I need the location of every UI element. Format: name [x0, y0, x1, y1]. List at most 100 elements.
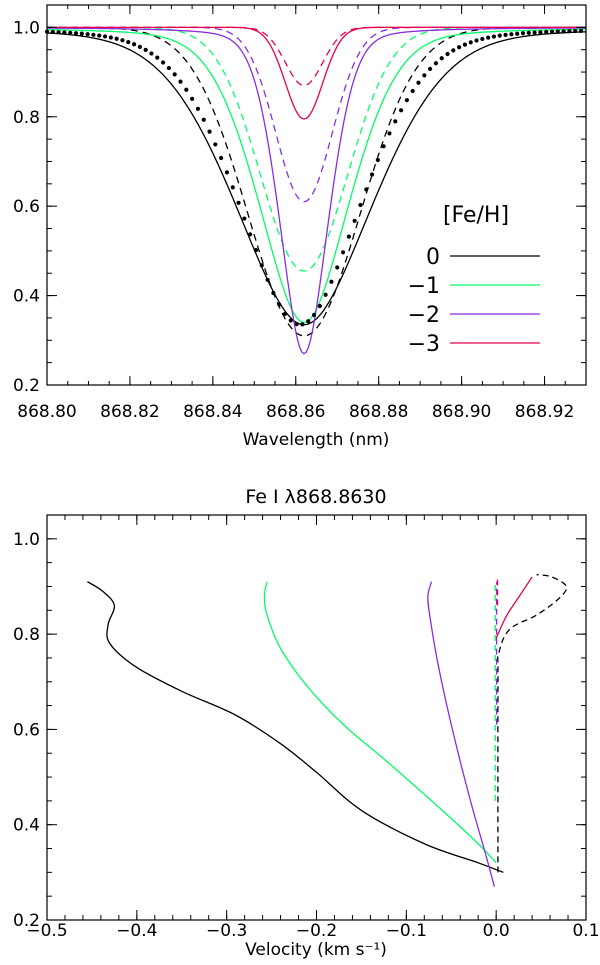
- top-x-axis-title: Wavelength (nm): [243, 430, 390, 450]
- bisector-series-3-solid: [495, 576, 533, 640]
- observed-point: [288, 318, 293, 323]
- top-y-tick-label: 1.0: [13, 18, 40, 38]
- observed-point: [573, 28, 578, 34]
- observed-point: [311, 312, 317, 318]
- observed-point: [422, 73, 427, 78]
- bisector-series-1-solid: [263, 581, 497, 864]
- legend-label-2: −2: [408, 303, 440, 328]
- observed-point: [108, 35, 113, 40]
- observed-point: [97, 33, 102, 38]
- legend-label-1: −1: [408, 274, 440, 299]
- observed-point: [230, 185, 235, 190]
- observed-point: [236, 200, 241, 205]
- observed-point: [131, 42, 137, 47]
- observed-point: [457, 45, 462, 50]
- observed-point: [300, 322, 305, 327]
- observed-point: [561, 29, 566, 34]
- observed-point: [393, 119, 398, 124]
- observed-point: [538, 30, 543, 35]
- observed-point: [398, 108, 404, 113]
- observed-profile-points: [44, 28, 584, 327]
- observed-point: [445, 51, 450, 57]
- observed-point: [578, 28, 584, 33]
- bottom-x-tick-label: −0.2: [296, 921, 337, 941]
- observed-point: [184, 87, 189, 92]
- observed-point: [79, 31, 84, 36]
- observed-point: [248, 232, 253, 237]
- observed-point: [526, 30, 531, 35]
- observed-point: [480, 36, 485, 42]
- observed-point: [166, 65, 171, 71]
- bottom-x-tick-label: −0.1: [386, 921, 427, 941]
- observed-point: [549, 29, 555, 34]
- observed-point: [242, 216, 247, 221]
- bottom-x-axis-title: Velocity (km s⁻¹): [245, 940, 387, 960]
- observed-point: [50, 29, 55, 35]
- observed-point: [346, 234, 351, 239]
- bottom-x-tick-label: −0.4: [116, 921, 157, 941]
- bottom-x-tick-label: −0.5: [26, 921, 67, 941]
- observed-point: [277, 302, 282, 307]
- observed-point: [91, 32, 96, 37]
- velocity-panel: Fe I λ868.8630 −0.5 −0.4 −0.3 −0.2 −0.1 0.0 0.…: [13, 486, 600, 960]
- profile-series-4-solid: [46, 27, 587, 355]
- top-y-tick-label: 0.6: [13, 197, 40, 217]
- bottom-y-tick-label: 0.4: [13, 816, 40, 836]
- legend-label-3: −3: [408, 332, 440, 357]
- top-y-tick-label: 0.8: [13, 108, 40, 128]
- bottom-x-tick-label: 0.0: [483, 921, 510, 941]
- observed-point: [416, 80, 421, 85]
- bisector-series-2-solid: [427, 581, 495, 887]
- observed-point: [439, 56, 444, 61]
- observed-point: [207, 129, 212, 134]
- observed-point: [282, 311, 288, 316]
- bottom-x-tick-label: 0.1: [572, 921, 599, 941]
- observed-point: [410, 88, 415, 94]
- observed-point: [381, 144, 386, 149]
- observed-point: [120, 38, 125, 43]
- observed-point: [137, 44, 142, 49]
- bottom-y-tick-label: 1.0: [13, 530, 40, 550]
- observed-point: [143, 47, 148, 52]
- observed-point: [265, 277, 270, 282]
- top-axis-ticks: 868.80 868.82 868.84 868.86 868.88 868.90 868.…: [13, 5, 587, 422]
- velocity-curves: [87, 573, 568, 887]
- observed-point: [172, 72, 177, 77]
- bottom-y-tick-label: 0.8: [13, 625, 40, 645]
- observed-point: [317, 303, 322, 309]
- observed-point: [160, 60, 166, 65]
- observed-point: [178, 79, 183, 84]
- observed-point: [73, 31, 79, 36]
- line-profile-panel: 868.80 868.82 868.84 868.86 868.88 868.90 868.…: [13, 4, 587, 450]
- observed-point: [462, 42, 468, 47]
- observed-point: [428, 66, 433, 72]
- profile-series-5-dashed: [47, 26, 586, 203]
- observed-point: [497, 33, 502, 38]
- observed-point: [259, 263, 264, 268]
- observed-point: [195, 106, 201, 111]
- observed-point: [329, 279, 334, 284]
- observed-point: [340, 250, 346, 255]
- observed-point: [201, 117, 206, 122]
- observed-point: [369, 172, 375, 177]
- observed-point: [491, 34, 497, 39]
- observed-point: [68, 30, 73, 35]
- bisector-series-4-dashed: [497, 573, 568, 873]
- observed-point: [190, 96, 195, 101]
- profile-series-0-solid: [46, 31, 587, 326]
- observed-point: [294, 322, 299, 327]
- observed-point: [219, 155, 224, 161]
- observed-point: [375, 157, 380, 163]
- bottom-plot-frame: [46, 514, 587, 921]
- observed-point: [149, 51, 154, 56]
- observed-point: [451, 48, 456, 53]
- bisector-series-0-solid: [87, 581, 504, 873]
- observed-point: [387, 131, 392, 136]
- observed-point: [62, 30, 67, 35]
- observed-point: [56, 30, 61, 35]
- observed-point: [515, 31, 520, 36]
- observed-point: [544, 29, 549, 35]
- observed-point: [468, 40, 473, 45]
- observed-point: [306, 319, 311, 324]
- bottom-axis-ticks: −0.5 −0.4 −0.3 −0.2 −0.1 0.0 0.1 0.2 0.4 0.6 0.8 1.…: [13, 515, 600, 941]
